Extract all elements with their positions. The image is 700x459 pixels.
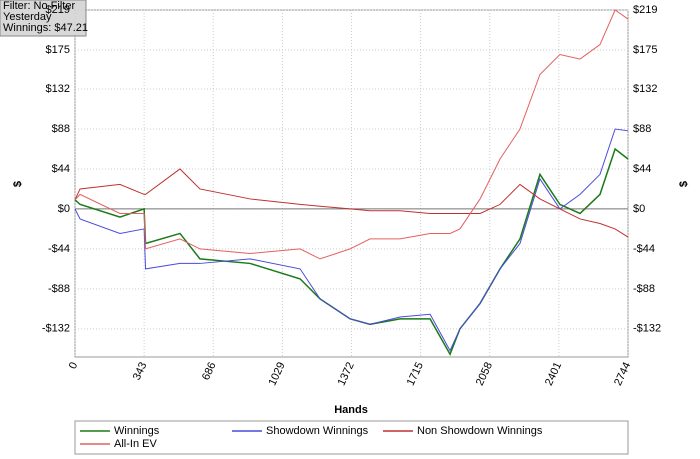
y-tick-label-right: $88 xyxy=(633,123,651,135)
info-line: Winnings: $47.21 xyxy=(3,22,88,34)
legend-label: Showdown Winnings xyxy=(266,425,369,437)
y-axis-label-right: $ xyxy=(678,181,690,187)
info-line: Yesterday xyxy=(3,11,52,23)
series-line xyxy=(74,9,629,260)
y-tick-label: $88 xyxy=(52,123,70,135)
x-tick-label: 2744 xyxy=(612,360,633,387)
y-tick-label-right: $219 xyxy=(633,4,657,16)
info-box xyxy=(0,0,87,37)
legend-label: Non Showdown Winnings xyxy=(417,425,543,437)
x-tick-label: 686 xyxy=(200,360,219,382)
y-tick-label: $44 xyxy=(52,163,70,175)
x-tick-label: 1029 xyxy=(267,360,288,387)
y-tick-label-right: $0 xyxy=(633,203,645,215)
x-tick-label: 1715 xyxy=(405,360,426,387)
y-tick-label: -$88 xyxy=(48,283,70,295)
y-tick-label-right: -$132 xyxy=(633,323,661,335)
y-tick-label-right: $132 xyxy=(633,83,657,95)
y-tick-label: $132 xyxy=(46,83,70,95)
series-line xyxy=(74,168,629,238)
x-tick-label: 343 xyxy=(131,360,150,382)
x-tick-label: 0 xyxy=(67,360,80,371)
y-tick-label: -$132 xyxy=(42,323,70,335)
y-tick-label: $175 xyxy=(46,44,70,56)
x-tick-label: 2058 xyxy=(474,360,495,387)
info-line: Filter: No Filter xyxy=(3,0,75,12)
y-tick-label-right: $44 xyxy=(633,163,651,175)
y-tick-label: $219 xyxy=(46,4,70,16)
x-tick-label: 2401 xyxy=(543,360,564,387)
x-tick-label: 1372 xyxy=(336,360,357,387)
x-axis-label: Hands xyxy=(334,404,368,416)
y-tick-label: $0 xyxy=(58,203,70,215)
y-tick-label-right: -$88 xyxy=(633,283,655,295)
y-tick-label-right: -$44 xyxy=(633,243,655,255)
y-tick-label-right: $175 xyxy=(633,44,657,56)
y-tick-label: -$44 xyxy=(48,243,70,255)
legend-label: All-In EV xyxy=(114,438,157,450)
legend xyxy=(74,420,629,455)
legend-label: Winnings xyxy=(114,425,160,437)
y-axis-label: $ xyxy=(12,181,24,187)
